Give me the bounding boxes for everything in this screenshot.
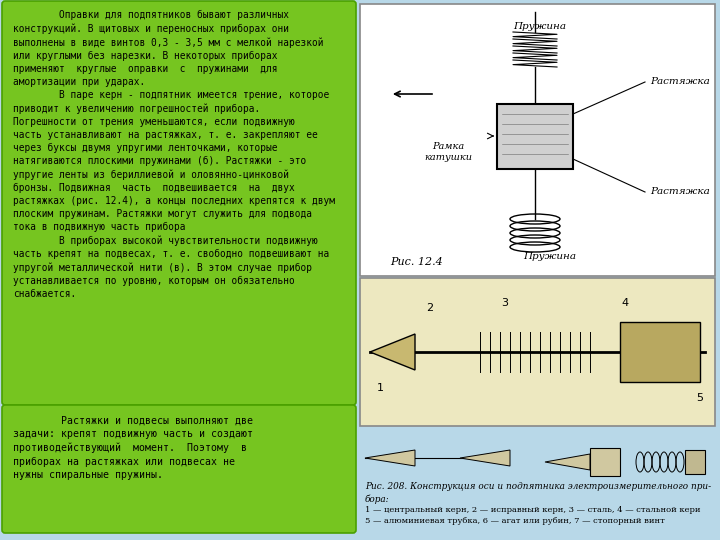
Text: Пружина: Пружина: [523, 252, 576, 261]
Text: 5 — алюминиевая трубка, 6 — агат или рубин, 7 — стопорный винт: 5 — алюминиевая трубка, 6 — агат или руб…: [365, 517, 665, 525]
Text: Рис. 12.4: Рис. 12.4: [390, 257, 443, 267]
Text: бора:: бора:: [365, 494, 390, 503]
FancyBboxPatch shape: [2, 405, 356, 533]
Text: 2: 2: [426, 303, 433, 313]
Bar: [497, 104, 573, 169]
Bar: [360, 4, 715, 276]
Text: 1: 1: [377, 383, 384, 393]
Text: 1 — центральный керн, 2 — исправный керн, 3 — сталь, 4 — стальной кери: 1 — центральный керн, 2 — исправный керн…: [365, 506, 701, 514]
Polygon shape: [370, 334, 415, 370]
Text: Пружина: Пружина: [513, 22, 566, 31]
Bar: [590, 448, 620, 476]
FancyBboxPatch shape: [2, 1, 356, 405]
Polygon shape: [460, 450, 510, 466]
Text: 4: 4: [621, 298, 629, 308]
Text: Растяжки и подвесы выполняют две
задачи: крепят подвижную часть и создают
против: Растяжки и подвесы выполняют две задачи:…: [13, 416, 253, 480]
Bar: [685, 450, 705, 474]
Polygon shape: [365, 450, 415, 466]
Text: Растяжка: Растяжка: [650, 78, 710, 86]
Text: Растяжка: Растяжка: [650, 187, 710, 197]
Bar: [360, 278, 715, 426]
Text: Рамка
катушки: Рамка катушки: [424, 143, 472, 161]
Text: 5: 5: [696, 393, 703, 403]
Text: 3: 3: [502, 298, 508, 308]
Text: Оправки для подпятников бывают различных
конструкций. В щитовых и переносных при: Оправки для подпятников бывают различных…: [13, 10, 335, 299]
Text: Рис. 208. Конструкция оси и подпятника электроизмерительного при-: Рис. 208. Конструкция оси и подпятника э…: [365, 482, 711, 491]
Bar: [620, 322, 700, 382]
Polygon shape: [545, 454, 590, 470]
